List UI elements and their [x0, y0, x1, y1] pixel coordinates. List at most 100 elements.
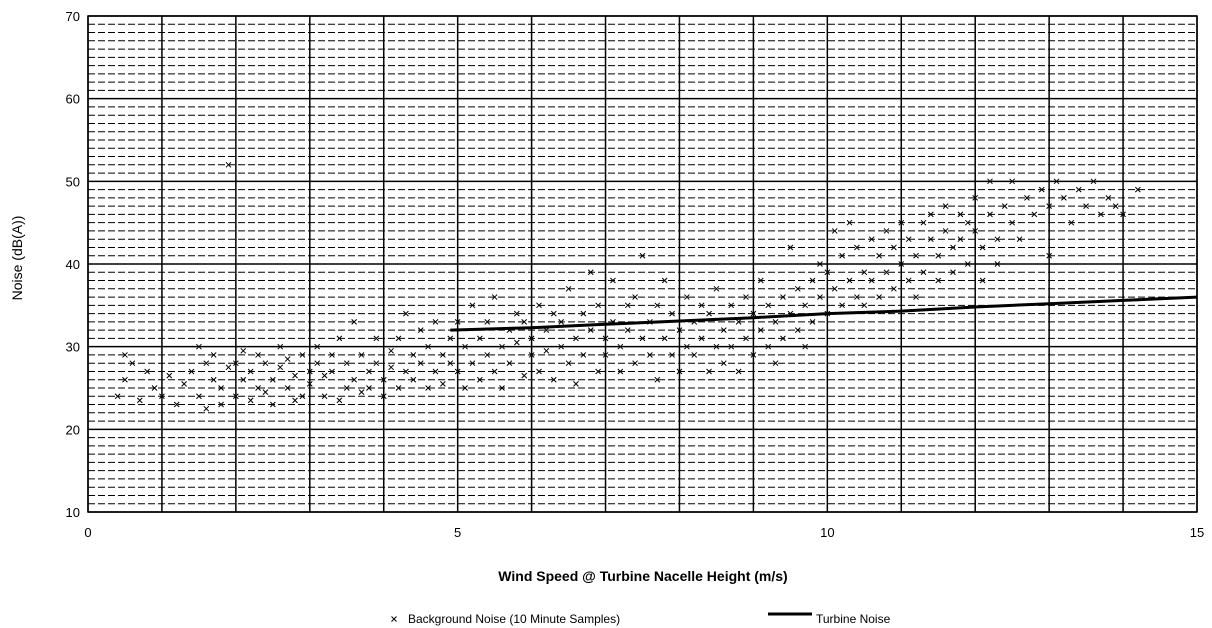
scatter-point — [351, 319, 358, 325]
scatter-point — [218, 401, 224, 408]
scatter-point — [720, 327, 727, 333]
scatter-point — [114, 393, 121, 400]
scatter-point — [122, 376, 128, 383]
scatter-point — [292, 372, 298, 379]
scatter-point — [159, 393, 165, 400]
scatter-point — [654, 302, 661, 309]
scatter-point — [817, 261, 823, 267]
grid-layer — [87, 15, 1198, 513]
scatter-point — [905, 236, 912, 243]
scatter-point — [868, 236, 875, 243]
scatter-point — [1061, 195, 1067, 201]
scatter-point — [780, 294, 786, 300]
scatter-point — [817, 294, 823, 300]
scatter-point — [765, 302, 772, 309]
scatter-point — [218, 385, 224, 391]
scatter-point — [1112, 203, 1119, 209]
scatter-point — [469, 302, 476, 309]
scatter-point — [639, 252, 646, 259]
scatter-point — [321, 393, 328, 400]
scatter-point — [233, 393, 239, 400]
scatter-point — [757, 277, 764, 284]
scatter-point — [284, 356, 291, 362]
scatter-point — [957, 211, 964, 218]
y-tick-label: 50 — [66, 174, 80, 189]
scatter-point — [565, 360, 572, 367]
scatter-point — [343, 385, 350, 391]
tick-labels: 10 20 30 40 50 60 70 0 5 10 15 — [66, 9, 1205, 540]
scatter-point — [233, 360, 239, 367]
scatter-point — [979, 277, 986, 284]
scatter-point — [196, 343, 202, 350]
scatter-point — [994, 236, 1001, 243]
scatter-point — [809, 277, 816, 284]
scatter-point — [240, 376, 247, 383]
scatter-point — [151, 385, 158, 391]
scatter-point — [573, 381, 579, 387]
scatter-point — [868, 277, 875, 284]
scatter-point — [454, 368, 461, 375]
scatter-point — [491, 368, 498, 375]
scatter-point — [898, 219, 905, 226]
scatter-point — [735, 319, 742, 325]
scatter-point — [269, 401, 276, 408]
scatter-point — [173, 401, 180, 408]
scatter-point — [1001, 203, 1008, 209]
scatter-point — [314, 343, 321, 350]
scatter-point — [136, 397, 143, 404]
scatter-point — [432, 319, 439, 325]
x-tick-label: 5 — [454, 525, 461, 540]
scatter-point — [1083, 203, 1089, 209]
scatter-point — [1075, 186, 1082, 193]
scatter-point — [728, 302, 735, 309]
scatter-point — [329, 368, 335, 375]
y-tick-label: 70 — [66, 9, 80, 24]
scatter-point — [573, 335, 579, 342]
scatter-point — [964, 261, 971, 267]
scatter-point — [891, 285, 897, 292]
y-tick-label: 20 — [66, 422, 80, 437]
scatter-point — [831, 228, 838, 234]
scatter-point — [247, 397, 254, 404]
scatter-point — [262, 360, 269, 367]
scatter-point — [528, 335, 535, 342]
scatter-point — [284, 385, 291, 391]
scatter-point — [203, 405, 210, 412]
scatter-point — [181, 381, 187, 387]
scatter-point — [417, 360, 424, 367]
scatter-point — [905, 277, 912, 284]
scatter-point — [684, 294, 690, 300]
scatter-point — [306, 368, 313, 375]
scatter-point — [676, 327, 683, 333]
scatter-point — [1046, 203, 1052, 209]
scatter-point — [129, 360, 136, 367]
legend-label-turbine-noise: Turbine Noise — [816, 612, 891, 626]
scatter-point — [854, 244, 860, 251]
x-tick-label: 0 — [84, 525, 91, 540]
scatter-point — [469, 360, 476, 367]
x-tick-label: 10 — [820, 525, 834, 540]
y-axis-title: Noise (dB(A)) — [9, 216, 25, 301]
scatter-point — [698, 335, 705, 342]
scatter-point — [913, 294, 919, 300]
scatter-point — [654, 376, 661, 383]
scatter-point — [780, 335, 786, 342]
scatter-point — [942, 203, 949, 209]
scatter-point — [987, 178, 993, 185]
scatter-point — [425, 343, 431, 350]
scatter-point — [395, 385, 402, 391]
scatter-point — [403, 368, 409, 375]
scatter-point — [380, 376, 387, 383]
scatter-point — [713, 285, 720, 292]
scatter-point — [417, 327, 424, 333]
scatter-point — [839, 252, 845, 259]
scatter-point — [587, 327, 594, 333]
scatter-point — [883, 269, 890, 276]
scatter-point — [794, 327, 801, 333]
scatter-point — [987, 211, 993, 218]
scatter-point — [388, 347, 394, 354]
scatter-point — [543, 347, 550, 354]
scatter-point — [661, 335, 668, 342]
scatter-point — [979, 244, 986, 251]
